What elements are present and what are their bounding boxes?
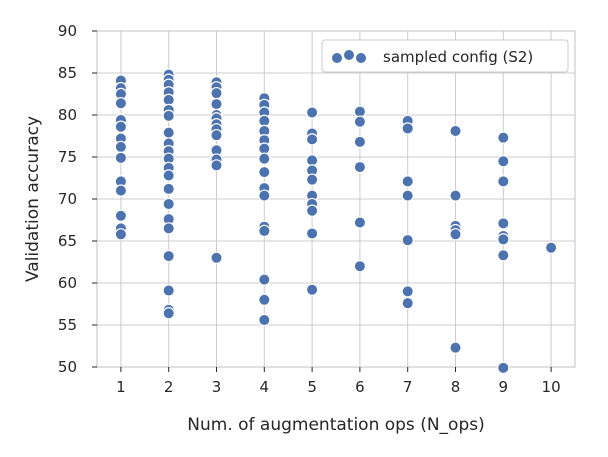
data-point	[497, 131, 510, 144]
data-point	[305, 133, 319, 146]
x-tick-label: 2	[164, 378, 174, 396]
data-point	[353, 135, 367, 149]
data-point	[497, 217, 510, 230]
data-point	[258, 165, 271, 179]
y-tick-label: 55	[58, 316, 77, 334]
data-point	[497, 175, 510, 188]
data-point	[449, 124, 462, 138]
data-point	[162, 284, 175, 297]
data-point	[401, 296, 414, 310]
data-point	[114, 228, 128, 241]
axis-ticks: 1 2 3 4 5 6 7 8 9 10 50 55 60 65 70 75 80 85 90	[58, 22, 561, 396]
data-point	[162, 109, 175, 123]
legend-marker	[330, 51, 344, 65]
data-point	[544, 241, 558, 254]
data-point	[353, 160, 367, 174]
data-point	[258, 313, 271, 327]
data-point	[162, 249, 175, 263]
data-point	[114, 184, 128, 197]
data-point	[497, 154, 510, 168]
y-tick-label: 90	[58, 22, 77, 40]
legend-marker-icon	[330, 48, 368, 65]
data-point	[305, 283, 319, 296]
data-points	[114, 68, 558, 375]
data-point	[162, 169, 175, 182]
data-point	[210, 97, 223, 111]
data-point	[258, 224, 271, 238]
legend-box	[321, 39, 569, 73]
data-point	[305, 227, 319, 240]
legend-label: sampled config (S2)	[383, 48, 533, 66]
x-tick-label: 4	[260, 378, 270, 396]
data-point	[353, 216, 367, 229]
data-point	[114, 120, 128, 133]
data-point	[305, 204, 319, 217]
data-point	[401, 189, 414, 202]
x-tick-label: 6	[355, 378, 365, 396]
data-point	[258, 293, 271, 306]
data-point	[210, 251, 223, 264]
data-point	[258, 273, 271, 286]
x-tick-label: 3	[212, 378, 222, 396]
data-point	[114, 151, 128, 165]
data-point	[497, 233, 510, 246]
data-point	[258, 189, 271, 202]
data-point	[258, 152, 271, 165]
x-tick-label: 1	[116, 378, 126, 396]
data-point	[210, 86, 223, 100]
y-tick-label: 70	[58, 190, 77, 208]
y-tick-label: 50	[58, 358, 77, 376]
data-point	[449, 189, 462, 202]
data-point	[401, 175, 414, 188]
data-point	[162, 182, 175, 196]
y-tick-label: 85	[58, 64, 77, 82]
y-tick-label: 60	[58, 274, 77, 292]
legend-marker	[354, 51, 368, 65]
data-point	[401, 285, 414, 298]
y-tick-label: 75	[58, 148, 77, 166]
y-tick-label: 80	[58, 106, 77, 124]
x-tick-label: 7	[403, 378, 413, 396]
data-point	[449, 341, 462, 354]
data-point	[449, 228, 462, 241]
data-point	[305, 106, 319, 119]
data-point	[210, 159, 223, 172]
data-point	[353, 260, 367, 273]
data-point	[353, 115, 367, 128]
data-point	[210, 128, 223, 142]
data-point	[401, 233, 414, 247]
y-tick-label: 65	[58, 232, 77, 250]
data-point	[401, 122, 414, 135]
data-point	[114, 140, 128, 154]
x-tick-label: 10	[542, 378, 561, 396]
data-point	[162, 222, 175, 235]
data-point	[305, 173, 319, 186]
data-point	[162, 307, 175, 320]
data-point	[497, 361, 510, 375]
data-point	[497, 249, 510, 262]
y-axis-title: Validation accuracy	[23, 116, 43, 282]
data-point	[162, 126, 175, 139]
data-point	[114, 97, 128, 110]
x-axis-title: Num. of augmentation ops (N_ops)	[187, 415, 484, 435]
x-tick-label: 8	[451, 378, 461, 396]
x-tick-label: 5	[307, 378, 317, 396]
x-tick-label: 9	[499, 378, 509, 396]
legend: sampled config (S2)	[321, 39, 569, 73]
data-point	[162, 197, 175, 211]
legend-marker	[342, 48, 356, 62]
data-point	[114, 209, 128, 222]
